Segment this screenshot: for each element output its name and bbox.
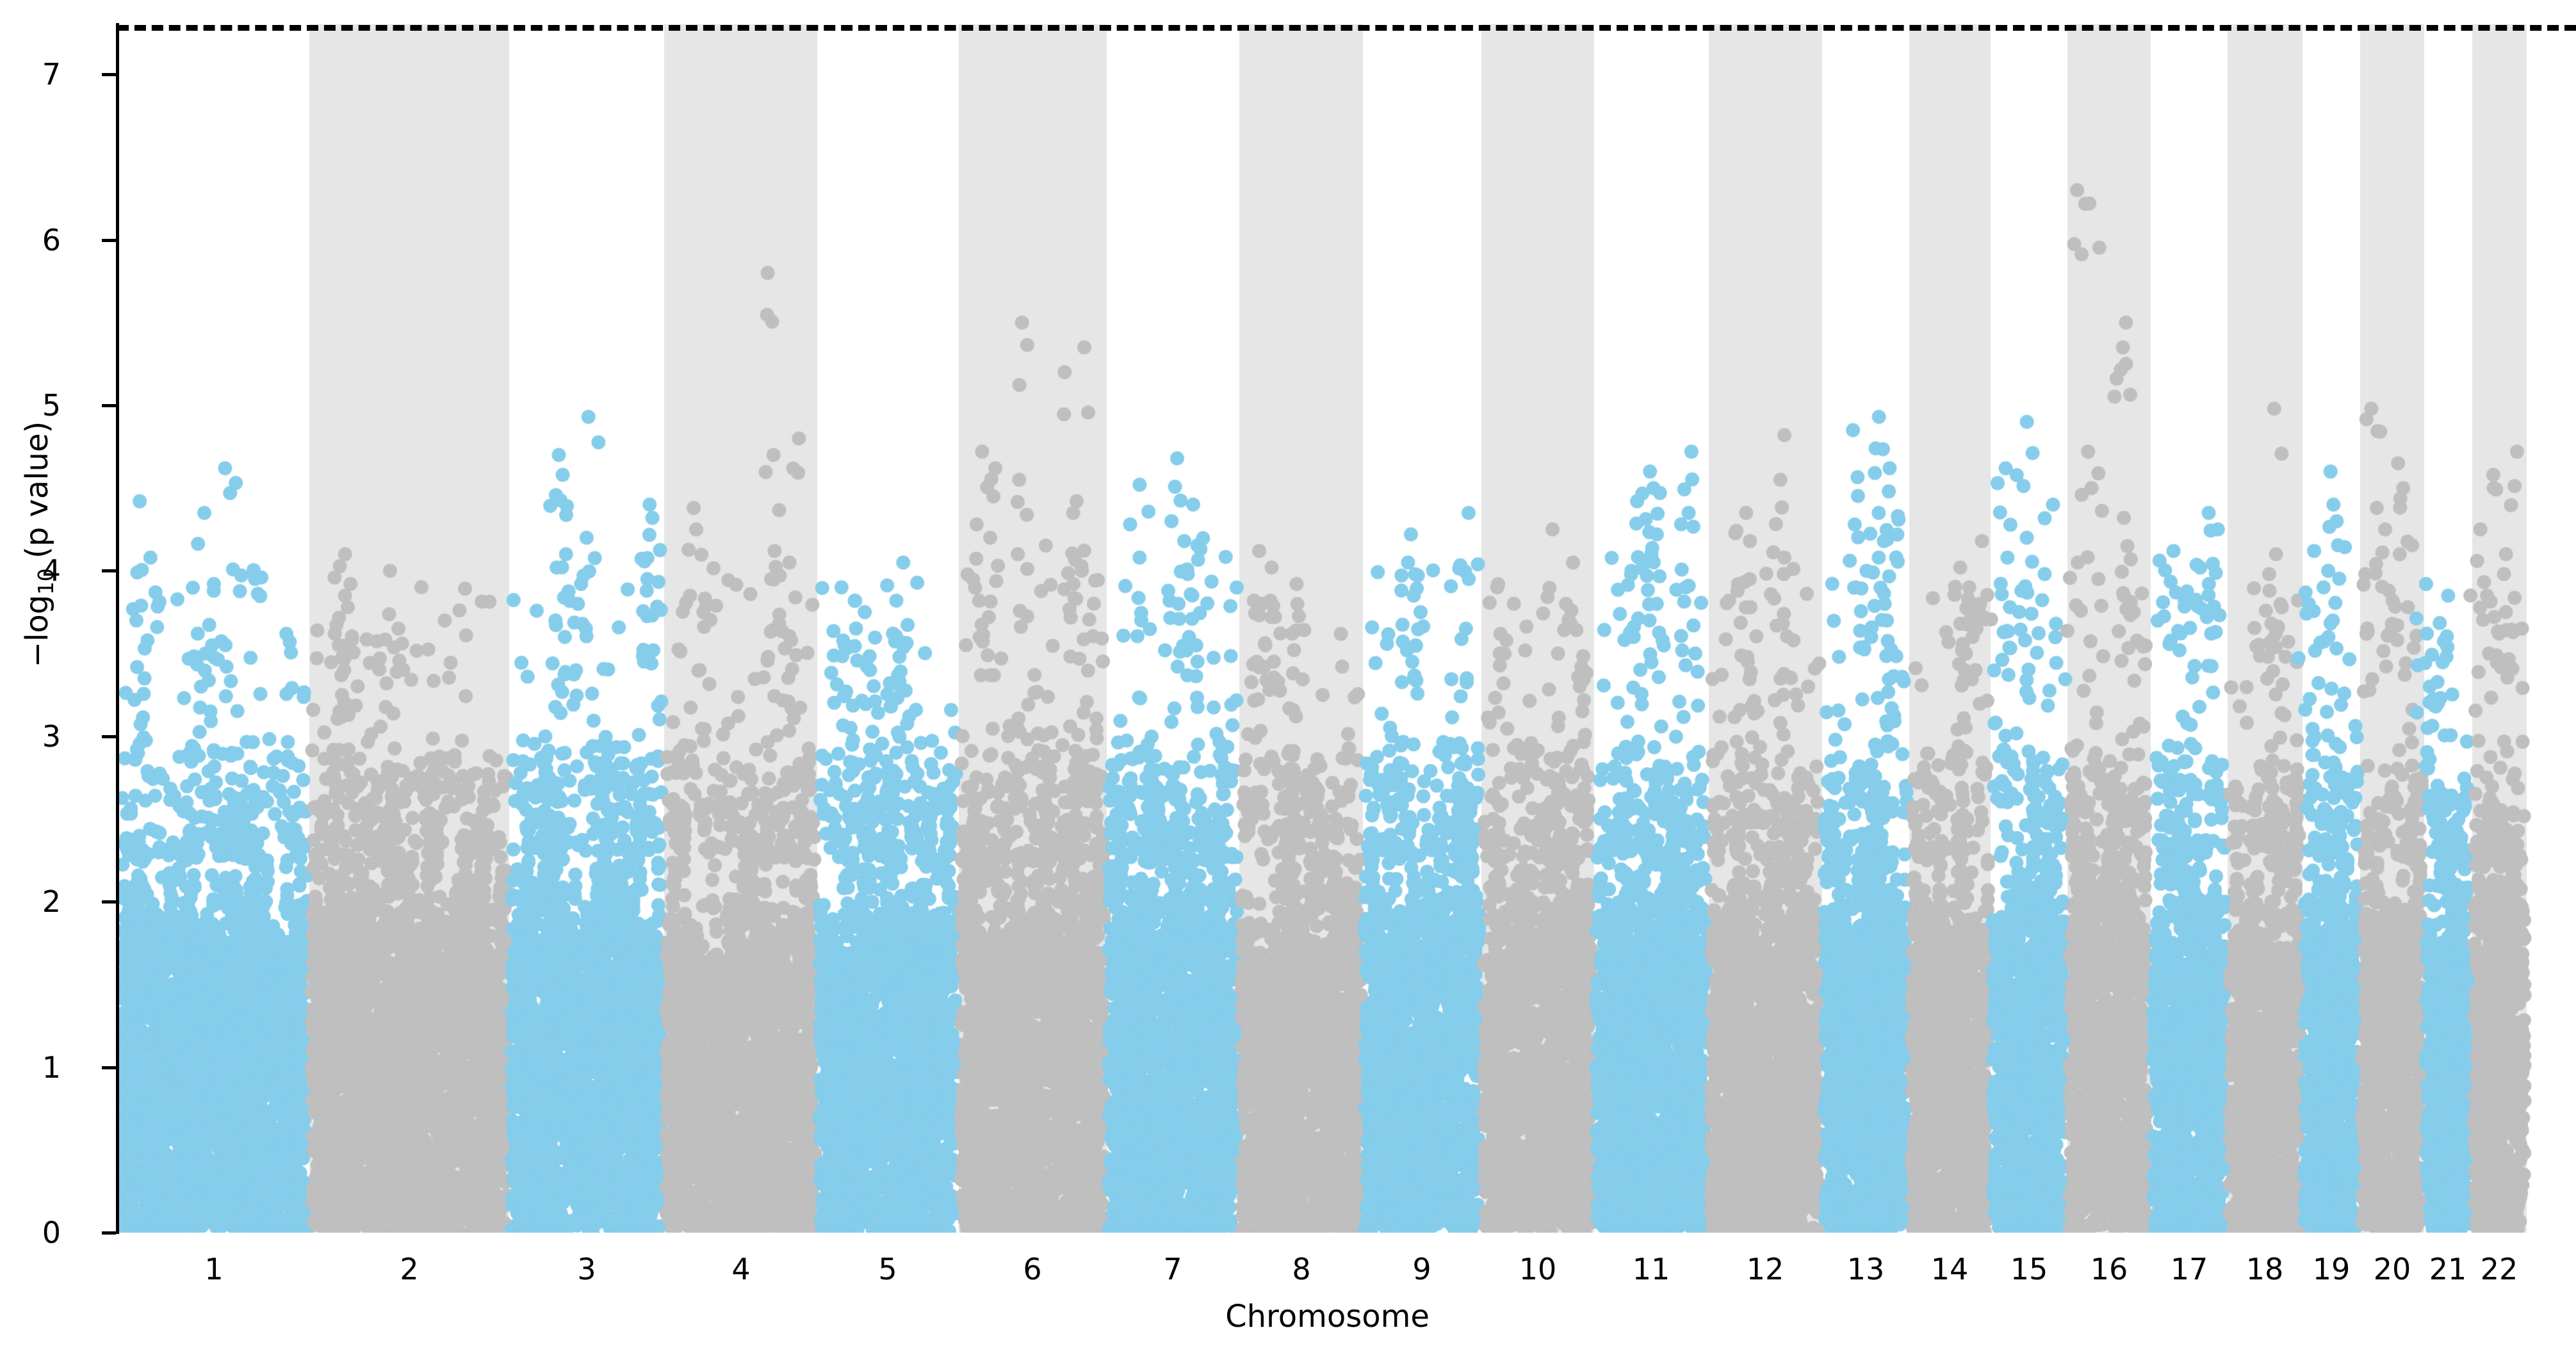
y-axis-tick-label: 5 xyxy=(42,388,61,423)
x-axis-tick-label-chr-8: 8 xyxy=(1292,1252,1311,1286)
y-axis-title-prefix: −log xyxy=(19,594,55,668)
y-axis-tick-label: 6 xyxy=(42,222,61,257)
y-axis-spine xyxy=(116,23,119,1234)
y-axis-tick xyxy=(102,900,116,904)
y-axis-tick xyxy=(102,238,116,242)
x-axis-tick-label-chr-22: 22 xyxy=(2480,1252,2518,1286)
x-axis-tick-label-chr-1: 1 xyxy=(204,1252,224,1286)
y-axis-tick xyxy=(102,404,116,407)
x-axis-tick-label-chr-15: 15 xyxy=(2010,1252,2048,1286)
x-axis-tick-label-chr-14: 14 xyxy=(1930,1252,1969,1286)
x-axis-tick-label-chr-21: 21 xyxy=(2429,1252,2467,1286)
x-axis-tick-label-chr-18: 18 xyxy=(2246,1252,2284,1286)
x-axis-tick-label-chr-4: 4 xyxy=(731,1252,751,1286)
y-axis-tick-label: 3 xyxy=(42,718,61,754)
x-axis-tick-label-chr-9: 9 xyxy=(1412,1252,1431,1286)
y-axis-title-suffix: (p value) xyxy=(19,421,55,569)
x-axis-tick-label-chr-16: 16 xyxy=(2090,1252,2128,1286)
y-axis-tick xyxy=(102,1231,116,1235)
x-axis-tick-label-chr-17: 17 xyxy=(2170,1252,2208,1286)
x-axis-title: Chromosome xyxy=(1225,1299,1430,1334)
x-axis-tick-label-chr-7: 7 xyxy=(1163,1252,1182,1286)
y-axis-tick-label: 2 xyxy=(42,884,61,920)
x-axis-tick-label-chr-19: 19 xyxy=(2312,1252,2351,1286)
x-axis-tick-label-chr-20: 20 xyxy=(2373,1252,2411,1286)
y-axis-tick-label: 1 xyxy=(42,1050,61,1085)
x-axis-tick-label-chr-11: 11 xyxy=(1632,1252,1670,1286)
y-axis-tick xyxy=(102,73,116,77)
significance-threshold-line xyxy=(117,24,2576,31)
x-axis-tick-label-chr-13: 13 xyxy=(1846,1252,1885,1286)
x-axis-tick-labels: 1 2 3 4 5 6 7 8 9 10 11 12 13 14 15 16 17 18 19 20 21 22 xyxy=(0,1252,2576,1297)
x-axis-tick-label-chr-2: 2 xyxy=(400,1252,419,1286)
x-axis-tick-label-chr-6: 6 xyxy=(1023,1252,1042,1286)
y-axis-title: −log10 (p value) xyxy=(19,301,59,788)
x-axis-tick-label-chr-3: 3 xyxy=(577,1252,596,1286)
y-axis-tick-labels: 0 1 2 3 4 5 6 7 xyxy=(0,0,96,1362)
y-axis-tick-label: 4 xyxy=(42,553,61,588)
scatter-points-canvas xyxy=(118,24,2536,1233)
y-axis-title-subscript: 10 xyxy=(34,568,59,595)
y-axis-tick xyxy=(102,1066,116,1069)
x-axis-tick-label-chr-5: 5 xyxy=(878,1252,897,1286)
x-axis-tick-label-chr-12: 12 xyxy=(1746,1252,1784,1286)
y-axis-tick-label: 0 xyxy=(42,1215,61,1250)
x-axis-tick-label-chr-10: 10 xyxy=(1519,1252,1557,1286)
y-axis-tick xyxy=(102,569,116,573)
y-axis-tick-label: 7 xyxy=(42,57,61,92)
y-axis-tick xyxy=(102,734,116,738)
plot-area xyxy=(118,24,2536,1233)
